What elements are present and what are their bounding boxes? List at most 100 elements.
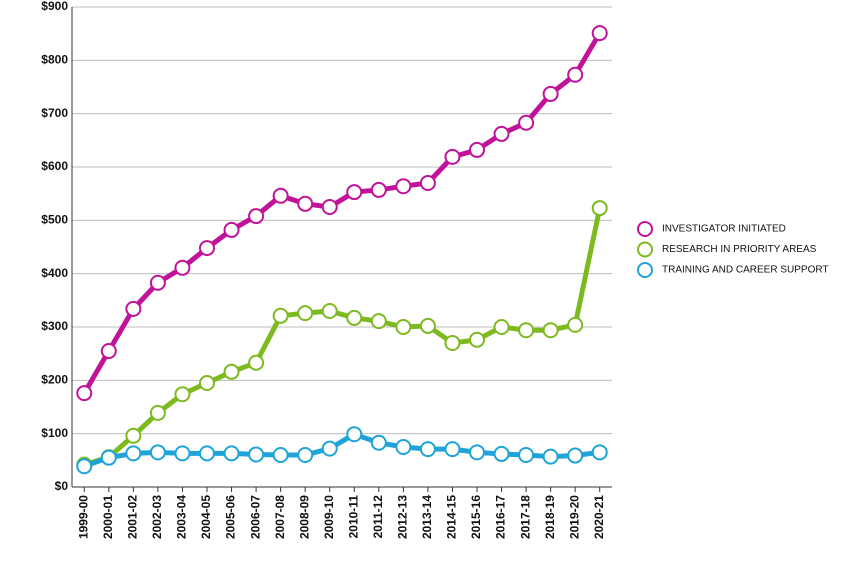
data-point	[272, 447, 289, 463]
data-point	[419, 175, 436, 191]
x-tick-label: 2003-04	[175, 495, 189, 539]
x-tick-label: 2010-11	[346, 495, 360, 539]
data-point	[199, 375, 215, 391]
data-point	[272, 307, 289, 324]
series-line	[82, 31, 602, 395]
x-tick-label: 2020-21	[592, 495, 606, 539]
x-tick-label: 2009-10	[322, 495, 336, 539]
y-tick-label: $400	[41, 266, 68, 280]
data-point	[149, 274, 166, 291]
y-tick-label: $0	[55, 479, 69, 493]
x-tick-label: 2011-12	[371, 495, 385, 539]
x-tick-label: 2005-06	[224, 495, 238, 539]
x-tick-label: 2002-03	[150, 495, 164, 539]
data-point	[297, 447, 314, 463]
x-tick-label: 2015-16	[469, 495, 483, 539]
y-tick-label: $200	[41, 373, 68, 387]
y-tick-label: $600	[41, 159, 68, 173]
y-tick-label: $700	[41, 106, 68, 120]
y-tick-label: $300	[41, 319, 68, 333]
data-point	[346, 184, 363, 201]
data-point	[100, 449, 117, 466]
data-point	[469, 331, 485, 348]
data-point	[518, 447, 535, 463]
data-point	[321, 199, 338, 215]
data-point	[199, 240, 215, 257]
data-point	[223, 363, 240, 380]
data-point	[370, 434, 387, 451]
data-point	[469, 141, 485, 158]
data-point	[223, 445, 240, 462]
data-point	[346, 309, 363, 326]
data-point	[199, 445, 215, 462]
y-tick-label: $800	[41, 53, 68, 67]
data-point	[248, 446, 265, 463]
data-point	[76, 458, 93, 475]
data-point	[444, 148, 461, 165]
data-point	[370, 181, 387, 198]
data-point	[223, 221, 240, 238]
data-point	[444, 441, 461, 458]
x-tick-label: 2001-02	[126, 495, 140, 539]
x-tick-label: 2019-20	[567, 495, 581, 539]
data-point	[567, 66, 584, 83]
data-point	[419, 441, 436, 458]
data-point	[591, 444, 608, 461]
legend-marker	[637, 241, 653, 258]
legend-marker	[637, 262, 653, 278]
data-point	[518, 114, 535, 131]
x-tick-label: 2016-17	[494, 495, 508, 539]
data-point	[321, 440, 338, 457]
x-tick-label: 2013-14	[420, 495, 434, 539]
data-point	[297, 305, 314, 322]
data-point	[248, 354, 265, 371]
legend-label: TRAINING AND CAREER SUPPORT	[662, 265, 829, 276]
y-tick-label: $500	[41, 213, 68, 227]
data-point	[174, 259, 191, 276]
x-tick-label: 2000-01	[101, 495, 115, 539]
x-tick-label: 1999-00	[76, 495, 90, 539]
y-tick-label: $100	[41, 426, 68, 440]
legend-marker	[637, 221, 653, 237]
data-point	[125, 300, 142, 317]
legend-label: RESEARCH IN PRIORITY AREAS	[662, 244, 817, 255]
data-point	[248, 208, 265, 225]
data-point	[567, 316, 584, 333]
data-point	[518, 322, 535, 339]
data-point	[493, 445, 510, 462]
series-line	[83, 207, 603, 467]
data-point	[395, 178, 412, 195]
data-point	[149, 404, 166, 421]
data-point	[567, 447, 584, 464]
data-point	[395, 439, 412, 455]
data-point	[346, 426, 363, 443]
x-tick-label: 2014-15	[445, 495, 459, 539]
legend-label: INVESTIGATOR INITIATED	[662, 224, 786, 235]
x-tick-label: 2008-09	[297, 495, 311, 539]
data-point	[469, 444, 485, 461]
data-point	[297, 195, 314, 212]
x-tick-label: 2007-08	[273, 495, 287, 539]
data-point	[100, 343, 117, 359]
data-point	[542, 85, 559, 102]
data-point	[493, 125, 510, 142]
data-point	[493, 319, 510, 335]
y-tick-label: $900	[41, 0, 68, 13]
data-point	[542, 448, 559, 465]
data-point	[174, 445, 191, 462]
data-point	[591, 25, 608, 42]
data-point	[591, 200, 608, 217]
data-point	[76, 385, 93, 402]
x-tick-label: 2018-19	[543, 495, 557, 539]
data-point	[395, 319, 412, 335]
data-point	[125, 445, 142, 462]
x-tick-label: 2012-13	[396, 495, 410, 539]
data-point	[542, 322, 559, 339]
data-point	[321, 303, 338, 319]
x-tick-label: 2006-07	[248, 495, 262, 539]
series-line	[83, 431, 601, 469]
data-point	[370, 313, 387, 330]
x-tick-label: 2004-05	[199, 495, 213, 539]
data-point	[174, 386, 191, 403]
